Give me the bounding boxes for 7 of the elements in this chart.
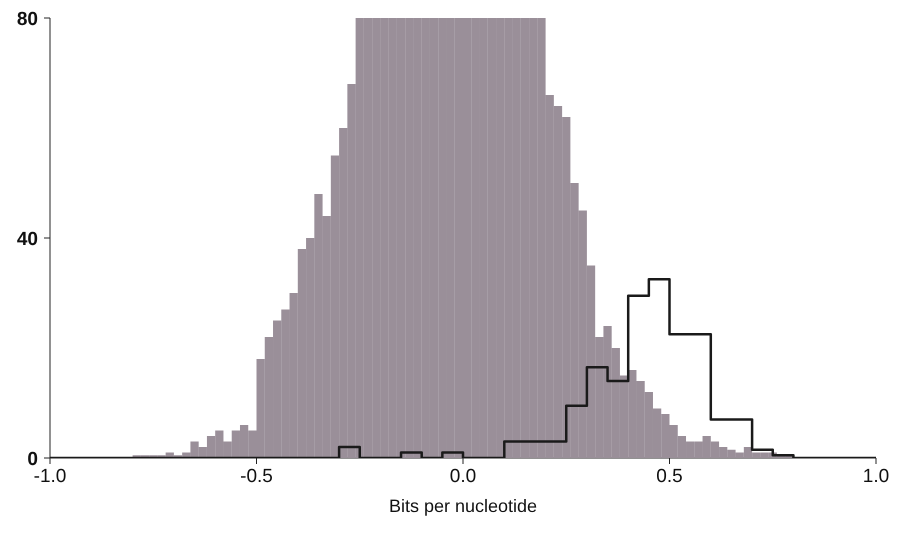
- y-tick-label: 80: [16, 9, 38, 30]
- x-tick-label: -0.5: [240, 466, 273, 487]
- x-tick-label: 1.0: [862, 466, 890, 487]
- y-tick-label: 40: [16, 229, 38, 250]
- x-axis-title: Bits per nucleotide: [388, 496, 538, 516]
- x-tick-label: 0.5: [656, 466, 683, 487]
- x-tick-label: 0.0: [450, 466, 476, 487]
